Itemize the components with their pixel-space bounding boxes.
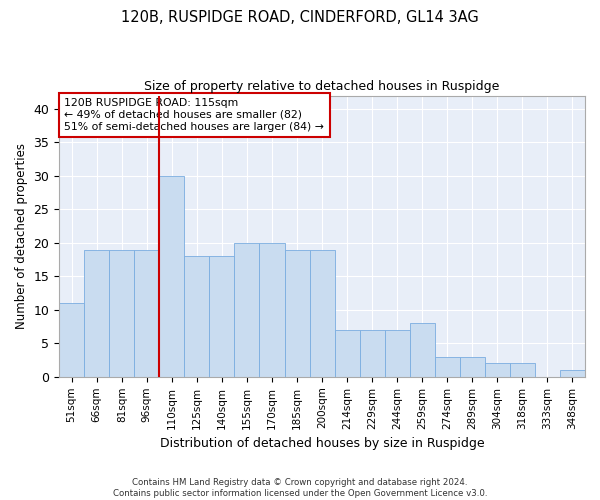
Bar <box>59 303 84 377</box>
Bar <box>259 243 284 377</box>
Bar <box>460 356 485 377</box>
Bar <box>134 250 160 377</box>
Bar <box>109 250 134 377</box>
Bar <box>160 176 184 377</box>
Bar <box>359 330 385 377</box>
Bar <box>335 330 359 377</box>
Bar <box>184 256 209 377</box>
Text: 120B RUSPIDGE ROAD: 115sqm
← 49% of detached houses are smaller (82)
51% of semi: 120B RUSPIDGE ROAD: 115sqm ← 49% of deta… <box>64 98 324 132</box>
X-axis label: Distribution of detached houses by size in Ruspidge: Distribution of detached houses by size … <box>160 437 484 450</box>
Bar <box>310 250 335 377</box>
Text: 120B, RUSPIDGE ROAD, CINDERFORD, GL14 3AG: 120B, RUSPIDGE ROAD, CINDERFORD, GL14 3A… <box>121 10 479 25</box>
Bar <box>410 323 435 377</box>
Y-axis label: Number of detached properties: Number of detached properties <box>15 143 28 329</box>
Bar <box>510 364 535 377</box>
Bar <box>235 243 259 377</box>
Bar <box>209 256 235 377</box>
Bar <box>485 364 510 377</box>
Title: Size of property relative to detached houses in Ruspidge: Size of property relative to detached ho… <box>145 80 500 93</box>
Bar <box>84 250 109 377</box>
Text: Contains HM Land Registry data © Crown copyright and database right 2024.
Contai: Contains HM Land Registry data © Crown c… <box>113 478 487 498</box>
Bar <box>385 330 410 377</box>
Bar <box>560 370 585 377</box>
Bar <box>284 250 310 377</box>
Bar <box>435 356 460 377</box>
